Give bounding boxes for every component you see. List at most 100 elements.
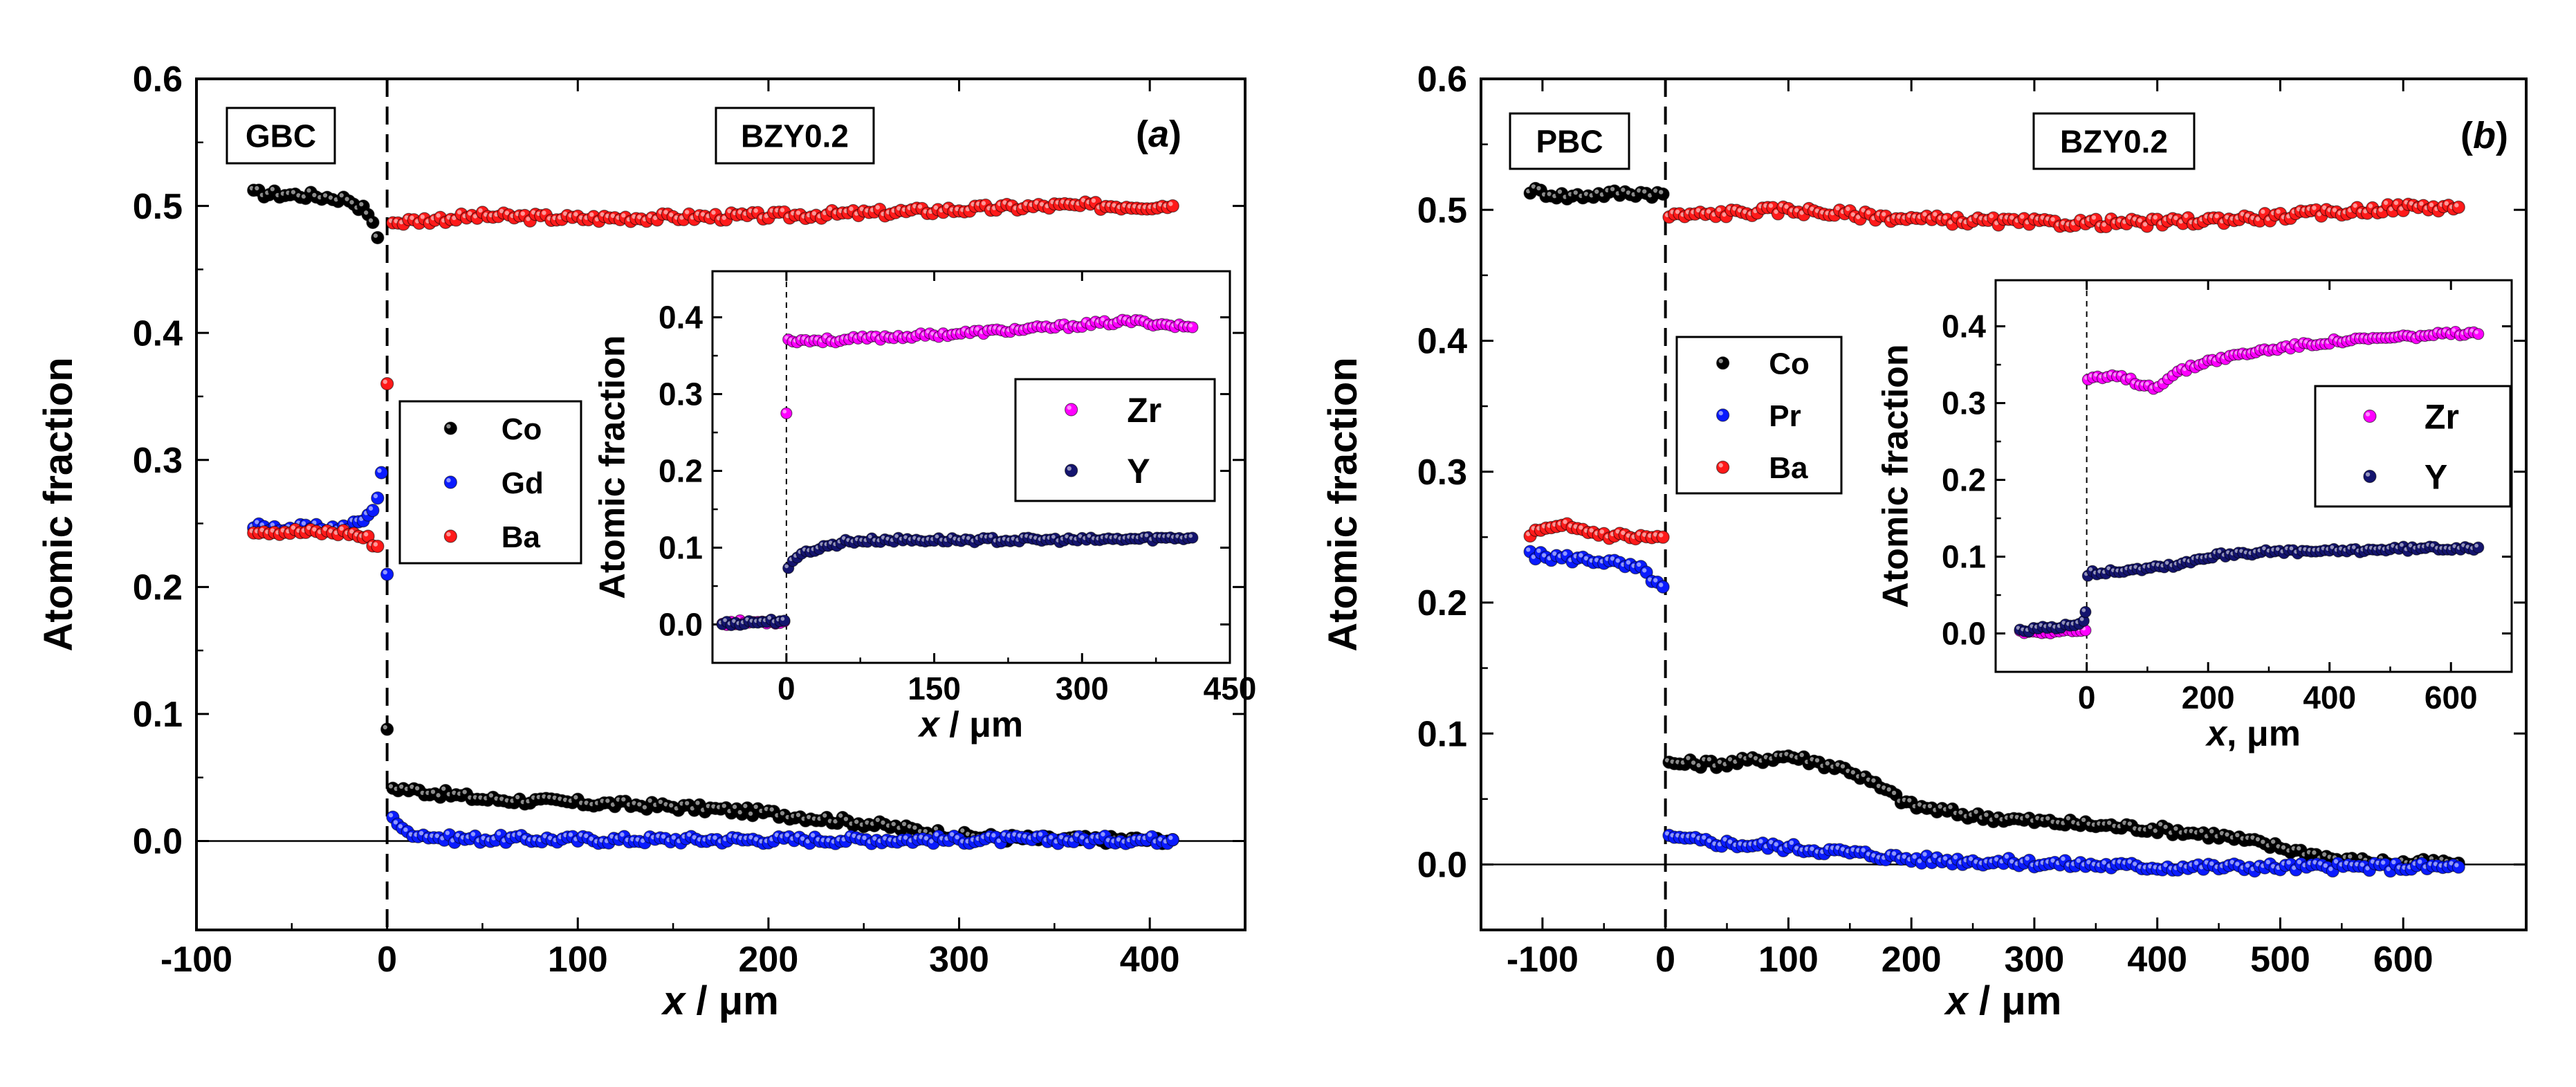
- data-point-ba-highlight: [457, 210, 462, 214]
- data-point-ba-highlight: [1768, 203, 1774, 208]
- data-point-co-highlight: [2209, 829, 2214, 834]
- data-point-ba-highlight: [1706, 209, 1711, 214]
- data-point-pr-highlight: [2333, 859, 2339, 864]
- legend-marker-co: [1716, 356, 1730, 370]
- data-point-co-highlight: [658, 799, 663, 805]
- data-point-ba-highlight: [2444, 201, 2449, 206]
- data-point-ba-highlight: [2107, 214, 2112, 219]
- data-point-co-highlight: [1536, 185, 1541, 191]
- data-point-gd-highlight: [805, 839, 810, 844]
- legend-marker-co-highlight: [446, 423, 451, 429]
- data-point-pr-highlight: [1953, 855, 1958, 860]
- data-point-y-highlight: [1144, 533, 1149, 538]
- legend-marker-gd: [443, 475, 457, 489]
- data-point-pr-highlight: [1531, 554, 1536, 559]
- data-point-zr-highlight: [926, 329, 930, 334]
- data-point-ba-highlight: [1794, 208, 1799, 212]
- data-point-co-highlight: [441, 786, 446, 791]
- region-label-left: PBC: [1536, 124, 1603, 160]
- data-point-co-highlight: [743, 803, 748, 808]
- data-point-y-highlight: [2079, 617, 2084, 621]
- data-point-ba-highlight: [2317, 212, 2321, 217]
- data-point-gd-highlight: [393, 820, 398, 825]
- inset-x-tick-label: 150: [908, 670, 961, 706]
- data-point-ba: [2451, 200, 2465, 214]
- data-point-ba-highlight: [727, 208, 732, 214]
- data-point-ba-highlight: [1799, 210, 1804, 215]
- data-point-ba-highlight: [1034, 200, 1039, 205]
- data-point-ba-highlight: [573, 212, 578, 217]
- data-point-gd-highlight: [934, 832, 939, 837]
- x-tick-label: 400: [2127, 940, 2187, 980]
- data-point-co-highlight: [923, 829, 928, 834]
- data-point-zr-highlight: [939, 329, 944, 334]
- data-point-y-highlight: [2106, 566, 2111, 571]
- data-point-pr-highlight: [1691, 833, 1696, 838]
- data-point-co-highlight: [1814, 758, 1820, 762]
- data-point-ba-highlight: [1922, 212, 1927, 217]
- data-point-pr-highlight: [1637, 562, 1641, 567]
- inset-x-axis-title: x, μm: [2205, 714, 2301, 754]
- series-y: [716, 531, 1199, 632]
- data-point-zr-highlight: [2282, 342, 2287, 347]
- data-point-ba-highlight: [472, 214, 478, 219]
- data-point-co-highlight: [1799, 752, 1804, 758]
- data-point-ba-highlight: [328, 529, 333, 533]
- data-point-co-highlight: [642, 805, 647, 810]
- data-point-ba-highlight: [1002, 200, 1007, 205]
- data-point-pr-highlight: [1810, 846, 1814, 851]
- data-point-co-highlight: [1738, 753, 1743, 759]
- inset-x-tick-label: 600: [2425, 679, 2478, 715]
- data-point-ba-highlight: [2332, 208, 2337, 212]
- x-tick-label: 300: [2005, 940, 2065, 980]
- data-point-ba-highlight: [795, 210, 801, 215]
- region-label-left: GBC: [246, 118, 316, 154]
- data-point-gd-highlight: [255, 520, 259, 524]
- data-point-co-highlight: [1706, 757, 1712, 762]
- data-point-gd-highlight: [1080, 835, 1085, 840]
- data-point-y-highlight: [1087, 533, 1092, 538]
- legend-label-ba: Ba: [1769, 451, 1808, 485]
- y-axis-title: Atomic fraction: [36, 357, 81, 651]
- inset-y-tick-label: 0.4: [1942, 309, 1986, 345]
- data-point-y: [2472, 541, 2485, 554]
- region-label-box-left: [226, 107, 336, 165]
- data-point-zr-highlight: [2330, 335, 2335, 340]
- data-point-gd-highlight: [434, 833, 440, 839]
- legend-label-gd: Gd: [502, 466, 544, 500]
- region-label-box-right: [715, 107, 875, 165]
- data-point-gd-highlight: [548, 835, 553, 841]
- inset-legend-label-y: Y: [2425, 458, 2447, 497]
- data-point-co-highlight: [2173, 826, 2178, 831]
- data-point-gd-highlight: [1059, 834, 1064, 840]
- inset-legend-marker-zr: [2363, 409, 2377, 423]
- data-point-co-highlight: [2281, 845, 2286, 850]
- data-point-co-highlight: [388, 784, 394, 789]
- data-point-ba-highlight: [364, 532, 369, 537]
- data-point-ba-highlight: [2173, 215, 2178, 221]
- data-point-zr-highlight: [1188, 323, 1193, 328]
- data-point-y-highlight: [780, 616, 785, 621]
- data-point-co-highlight: [1886, 787, 1891, 792]
- data-point-co-highlight: [685, 801, 690, 805]
- data-point-co-highlight: [430, 789, 436, 794]
- data-point-ba-highlight: [2454, 203, 2459, 208]
- data-point-gd-highlight: [301, 521, 306, 526]
- data-point-ba-highlight: [610, 213, 616, 219]
- data-point-co-highlight: [1748, 753, 1753, 758]
- data-point-pr-highlight: [2235, 861, 2240, 866]
- data-point-ba-highlight: [1835, 205, 1840, 210]
- data-point-ba-highlight: [1716, 207, 1722, 212]
- inset-legend-marker-zr-highlight: [2365, 412, 2371, 417]
- data-point-ba-highlight: [1974, 214, 1978, 219]
- data-point-ba: [371, 539, 385, 554]
- data-point-ba-highlight: [933, 205, 939, 210]
- data-point-co-highlight: [732, 804, 737, 810]
- data-point-pr-highlight: [1922, 852, 1927, 857]
- inset-x-tick-label: 300: [1056, 670, 1109, 706]
- data-point-ba-highlight: [1642, 532, 1647, 537]
- data-point-co-highlight: [833, 819, 838, 824]
- data-point-pr-highlight: [1642, 568, 1647, 573]
- data-point-gd-highlight: [661, 834, 666, 839]
- y-tick-label: 0.2: [133, 568, 183, 608]
